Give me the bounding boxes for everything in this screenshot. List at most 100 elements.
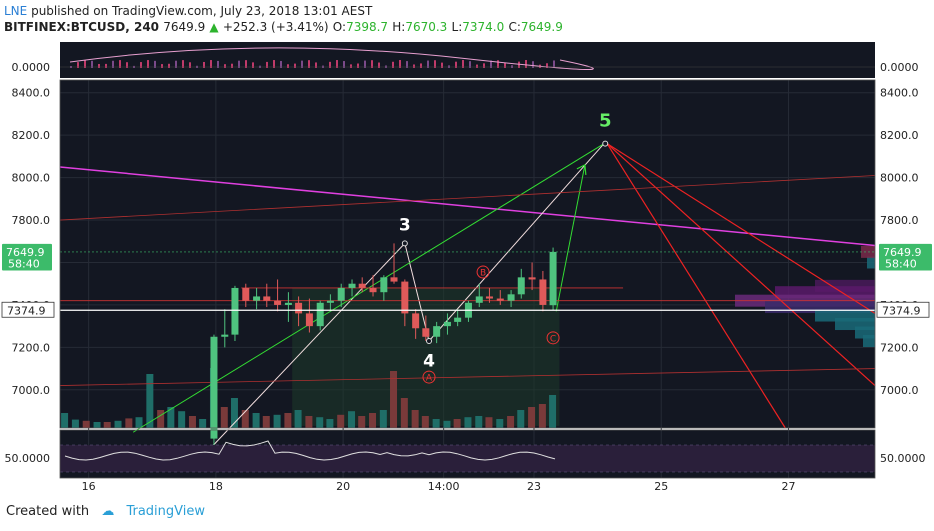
y-tick-label-right: 7200.0 — [880, 341, 919, 354]
volume-bar — [199, 419, 207, 428]
top-histogram-bar — [504, 62, 506, 68]
low-price-tag — [876, 301, 930, 318]
volume-bar — [379, 410, 387, 428]
candle-body — [369, 287, 377, 293]
top-histogram-bar — [511, 65, 513, 68]
top-histogram-bar — [476, 64, 478, 68]
y-tick-label-left: 7200.0 — [12, 341, 51, 354]
candle-body — [485, 296, 493, 299]
top-histogram-bar — [301, 60, 303, 68]
volume-bar — [230, 398, 238, 428]
open-value: 7398.7 — [346, 20, 389, 34]
top-histogram-bar — [441, 62, 443, 68]
red-fan-2 — [606, 143, 876, 387]
volume-bar — [432, 419, 440, 428]
top-histogram-bar — [462, 60, 464, 68]
top-histogram-bar — [182, 60, 184, 68]
top-histogram-bar — [315, 62, 317, 68]
top-histogram-bar — [357, 63, 359, 68]
wave-label: 4 — [423, 351, 435, 371]
top-histogram-bar — [490, 60, 492, 68]
top-histogram-bar — [294, 63, 296, 68]
top-histogram-bar — [497, 60, 499, 68]
top-histogram-bar — [217, 60, 219, 68]
top-histogram-bar — [168, 63, 170, 68]
wave-circle-label: B — [480, 269, 486, 279]
top-histogram-bar — [238, 60, 240, 68]
candle-body — [274, 300, 282, 305]
top-histogram-bar — [287, 64, 289, 68]
top-histogram-bar — [553, 60, 555, 68]
candle-body — [242, 287, 250, 301]
candle-body — [337, 287, 345, 301]
volume-bar — [262, 416, 270, 428]
top-histogram-bar — [427, 60, 429, 68]
volume-bar — [400, 398, 408, 428]
high-label: H: — [392, 20, 406, 34]
impulse-4-5 — [428, 143, 605, 342]
volume-profile-bar — [863, 335, 875, 347]
candle-body — [539, 279, 547, 305]
volume-bar — [443, 420, 451, 428]
top-histogram-bar — [483, 63, 485, 68]
top-histogram-bar — [371, 60, 373, 68]
volume-bar — [421, 416, 429, 428]
volume-bar — [273, 414, 281, 428]
impulse-3-4 — [404, 243, 430, 342]
top-histogram-bar — [392, 61, 394, 68]
last-price-tag — [879, 243, 932, 259]
low-price-tag — [1, 301, 55, 318]
y-tick-label-right: 8000.0 — [880, 172, 919, 185]
volume-bar — [284, 413, 292, 428]
candle-body — [433, 326, 441, 337]
upper-darkred — [59, 175, 876, 221]
countdown-tag-label: 58:40 — [885, 258, 917, 271]
volume-bar — [464, 417, 472, 428]
candle-body — [380, 277, 388, 293]
volume-bar — [507, 416, 515, 428]
author-name[interactable]: LNE — [4, 4, 28, 18]
y-tick-label-right: 7000.0 — [880, 384, 919, 397]
top-histogram-bar — [364, 60, 366, 68]
top-histogram-bar — [154, 60, 156, 68]
top-histogram-bar — [161, 64, 163, 68]
candle-body — [475, 296, 483, 303]
wave-label: 3 — [399, 216, 411, 236]
top-histogram-bar — [273, 60, 275, 68]
volume-bar — [61, 413, 69, 428]
volume-bar — [103, 422, 111, 428]
candle-body — [401, 281, 409, 314]
wave-pivot-marker — [426, 338, 433, 344]
last-price-tag — [2, 243, 52, 259]
volume-bar — [114, 420, 122, 428]
top-histogram-bar — [231, 63, 233, 68]
top-histogram-bar — [105, 63, 107, 68]
top-histogram-bar — [189, 62, 191, 68]
wave-pivot-marker — [401, 240, 408, 247]
candle-body — [443, 321, 451, 327]
candle-body — [528, 277, 536, 280]
last-price-tag-label: 7649.9 — [6, 246, 45, 259]
volume-bar — [146, 374, 154, 428]
countdown-tag — [879, 256, 932, 271]
footer: Created with ☁ TradingView — [6, 504, 205, 519]
top-axis-label-right: 0.0000 — [880, 61, 919, 74]
top-histogram-bar — [399, 60, 401, 68]
volume-bar — [82, 420, 90, 428]
top-histogram-bar — [455, 61, 457, 68]
tradingview-link[interactable]: TradingView — [126, 504, 205, 519]
volume-bar — [125, 418, 133, 428]
volume-bar — [549, 395, 557, 428]
volume-profile-bar — [867, 256, 875, 269]
top-indicator-line — [69, 47, 594, 70]
volume-bar — [475, 416, 483, 428]
volume-bar — [538, 404, 546, 428]
candle-body — [517, 277, 525, 295]
x-tick-label: 27 — [781, 480, 795, 493]
support-darkred — [59, 368, 876, 386]
volume-bar — [348, 411, 356, 428]
last-price: 7649.9 — [163, 20, 206, 34]
candle-body — [231, 287, 239, 335]
volume-bar — [326, 419, 334, 428]
